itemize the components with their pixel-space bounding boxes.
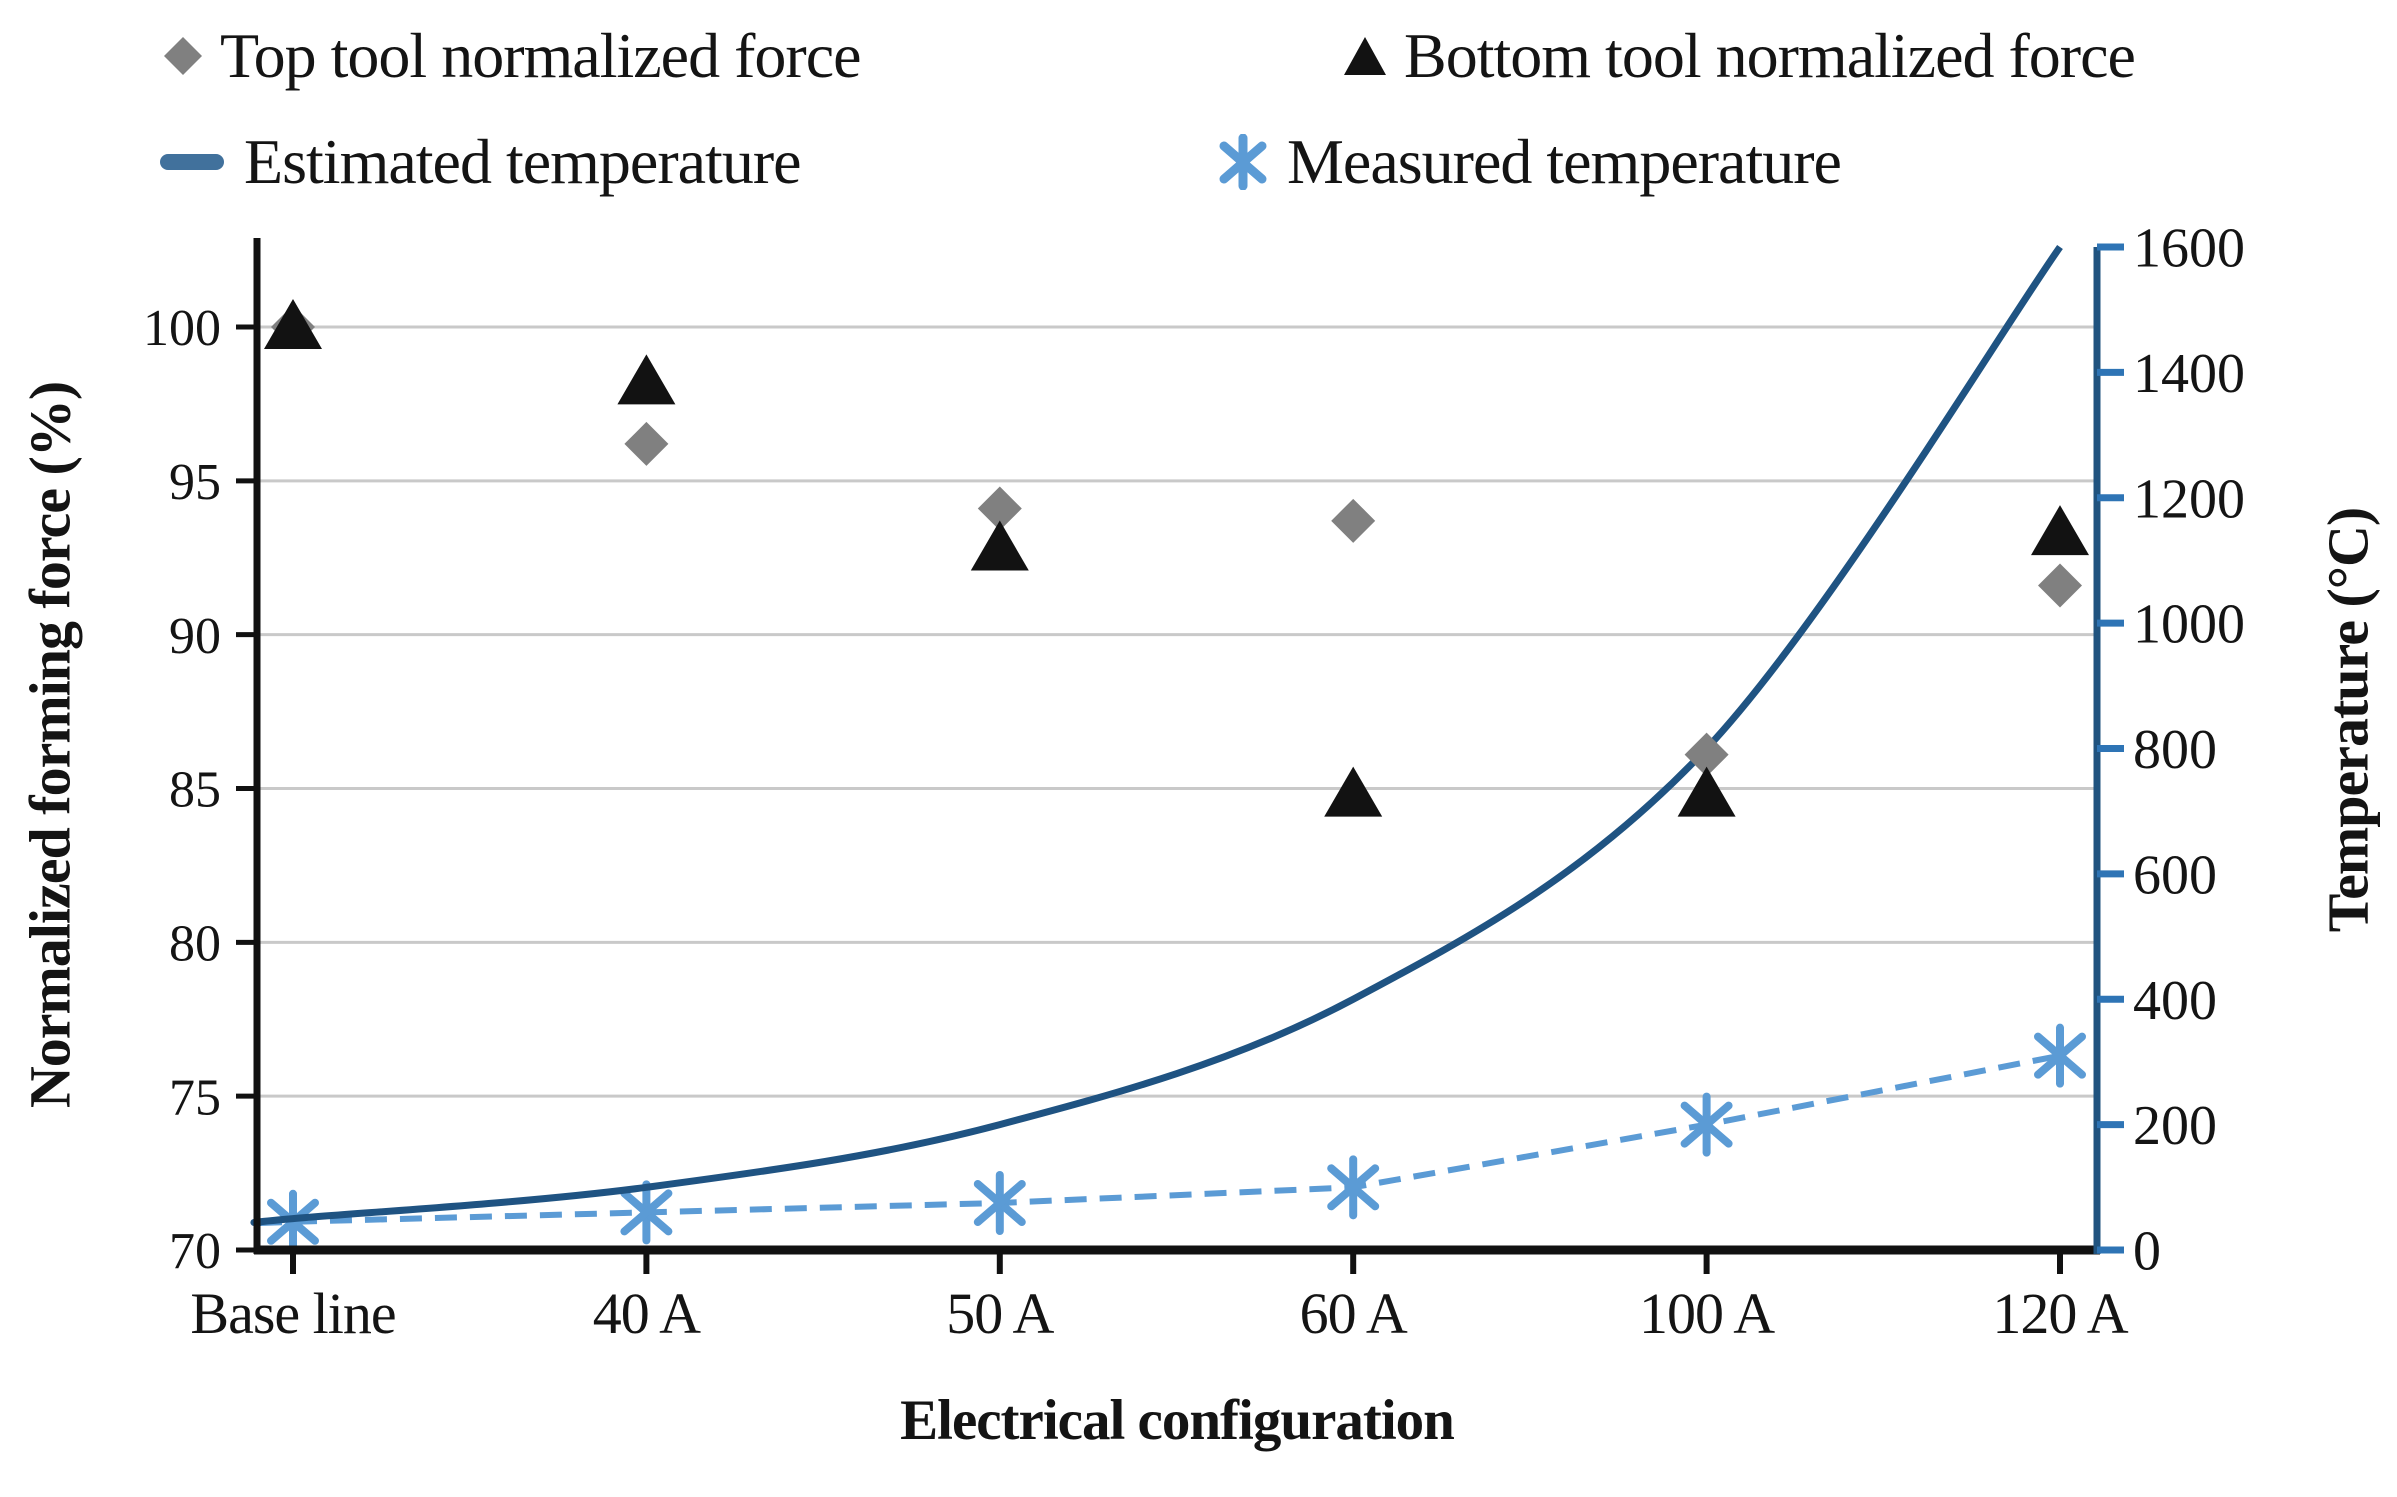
left-axis-tick-label: 90 [169,608,221,665]
legend-label: Bottom tool normalized force [1404,20,2136,91]
legend-item-estimated-temp: Estimated temperature [158,116,802,208]
right-axis-tick-label: 200 [2133,1095,2217,1157]
diamond-marker [1331,498,1376,543]
x-tick-label: 50 A [946,1281,1054,1346]
legend-label: Measured temperature [1287,126,1842,197]
estimated-temperature-series [250,244,2063,1227]
right-axis-tick-label: 1600 [2133,218,2245,280]
diamond-marker [2038,563,2082,608]
x-tick-label: Base line [190,1281,396,1346]
asterisk-icon [1219,134,1267,190]
right-axis-tick-label: 1200 [2133,468,2245,530]
x-tick-label: 100 A [1639,1281,1775,1346]
x-tick-label: 60 A [1299,1281,1408,1346]
left-axis-tick-label: 75 [169,1069,221,1126]
asterisk-marker [620,1180,673,1245]
bottom-tool-series [264,299,2089,817]
right-axis-tick-label: 600 [2133,844,2217,906]
triangle-marker [2031,505,2089,556]
x-tick-label: 120 A [1992,1281,2128,1346]
legend-item-top-tool: Top tool normalized force [162,10,861,102]
triangle-marker [1324,766,1383,817]
legend-label: Estimated temperature [244,126,802,197]
right-axis-tick-label: 400 [2133,970,2217,1032]
triangle-marker [617,354,676,405]
top-tool-series [271,305,2082,777]
left-axis-tick-label: 100 [143,300,221,357]
diamond-marker [977,486,1022,531]
axis-ticks [236,243,2124,1274]
right-axis-tick-label: 1000 [2133,594,2245,656]
axes [253,238,2101,1255]
right-axis-tick-label: 0 [2133,1221,2161,1283]
diamond-marker [1684,732,1729,777]
line-swatch-icon [160,154,224,170]
triangle-marker [970,520,1029,571]
legend-label: Top tool normalized force [220,20,861,91]
asterisk-marker [973,1170,1026,1235]
right-axis-tick-labels: 0 200 400 600 800 1000 1200 1400 1600 [2133,218,2245,1283]
estimated-temperature-curve [250,244,2063,1227]
legend-item-bottom-tool: Bottom tool normalized force [1342,10,2136,102]
left-axis-tick-label: 85 [169,762,221,819]
diamond-icon [164,37,202,75]
triangle-marker [264,299,322,349]
right-axis-tick-label: 1400 [2133,343,2245,405]
measured-temperature-series [259,1023,2086,1254]
legend-item-measured-temp: Measured temperature [1215,116,1842,208]
x-tick-label: 40 A [592,1281,701,1346]
left-axis-tick-labels: 70 75 80 85 90 95 100 [143,300,221,1280]
triangle-marker [1677,766,1736,817]
left-axis-tick-label: 80 [169,916,221,973]
left-axis-tick-label: 95 [169,454,221,511]
right-axis-tick-label: 800 [2133,719,2217,781]
triangle-icon [1344,37,1386,75]
gridlines [257,325,2097,1098]
diamond-marker [624,421,669,466]
asterisk-marker [1327,1155,1380,1220]
left-axis-tick-label: 70 [169,1223,221,1280]
asterisk-marker [2034,1023,2086,1088]
asterisk-marker [1680,1092,1733,1157]
x-axis-title: Electrical configuration [900,1389,1455,1452]
